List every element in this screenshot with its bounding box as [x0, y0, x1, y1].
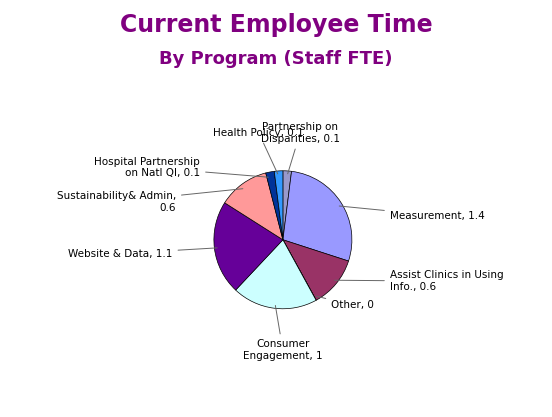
- Text: Sustainability& Admin,
0.6: Sustainability& Admin, 0.6: [57, 189, 243, 213]
- Text: Partnership on
Disparities, 0.1: Partnership on Disparities, 0.1: [261, 122, 339, 174]
- Wedge shape: [274, 171, 283, 240]
- Text: Assist Clinics in Using
Info., 0.6: Assist Clinics in Using Info., 0.6: [335, 270, 503, 292]
- Text: Measurement, 1.4: Measurement, 1.4: [339, 206, 485, 221]
- Wedge shape: [283, 240, 316, 300]
- Wedge shape: [214, 203, 283, 290]
- Text: Health Policy, 0.1: Health Policy, 0.1: [214, 128, 304, 174]
- Wedge shape: [283, 171, 291, 240]
- Text: Hospital Partnership
on Natl QI, 0.1: Hospital Partnership on Natl QI, 0.1: [94, 156, 268, 178]
- Wedge shape: [283, 240, 348, 300]
- Wedge shape: [283, 171, 352, 261]
- Wedge shape: [236, 240, 316, 309]
- Text: Other, 0: Other, 0: [316, 296, 374, 310]
- Wedge shape: [266, 171, 283, 240]
- Text: By Program (Staff FTE): By Program (Staff FTE): [159, 50, 393, 68]
- Wedge shape: [225, 173, 283, 240]
- Text: Consumer
Engagement, 1: Consumer Engagement, 1: [243, 306, 323, 361]
- Text: Current Employee Time: Current Employee Time: [120, 13, 432, 37]
- Text: Website & Data, 1.1: Website & Data, 1.1: [68, 248, 217, 259]
